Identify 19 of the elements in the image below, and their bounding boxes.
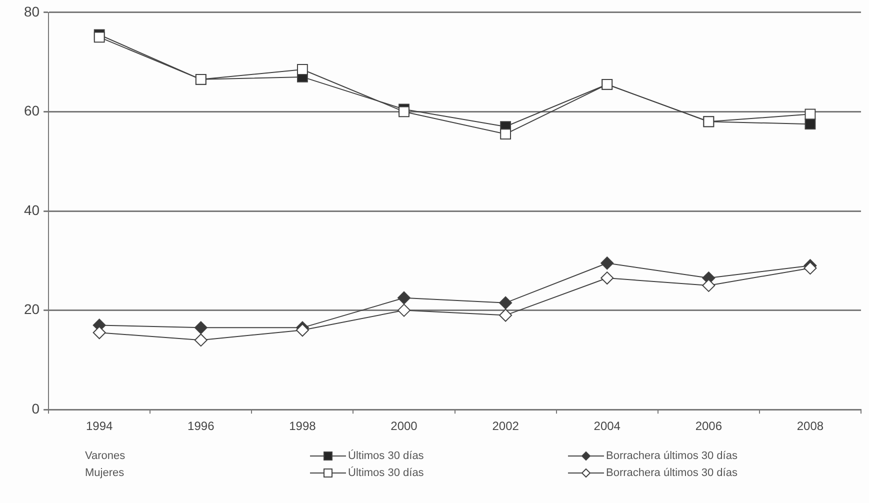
x-tick-label: 1996: [188, 419, 215, 434]
legend-label: Últimos 30 días: [348, 466, 424, 481]
x-tick-label: 2006: [695, 419, 722, 434]
legend-label: Borrachera últimos 30 días: [606, 466, 738, 481]
y-tick-label: 80: [24, 3, 40, 20]
y-tick-label: 60: [24, 102, 40, 119]
x-tick-label: 2008: [796, 419, 824, 434]
x-tick-label: 1994: [86, 419, 114, 434]
text: Varones: [85, 449, 126, 464]
y-tick-label: 40: [24, 202, 40, 218]
legend-label: Últimos 30 días: [348, 448, 424, 464]
legend-label: Borrachera últimos 30 días: [606, 449, 738, 464]
y-tick-label: 20: [24, 301, 40, 318]
x-tick-label: 2000: [390, 419, 418, 434]
y-tick-label: 0: [32, 400, 40, 416]
x-tick-label: 2002: [492, 419, 520, 434]
x-tick-label: 1998: [289, 419, 316, 434]
x-tick-label: 2004: [594, 419, 621, 434]
text: Mujeres: [85, 466, 124, 481]
